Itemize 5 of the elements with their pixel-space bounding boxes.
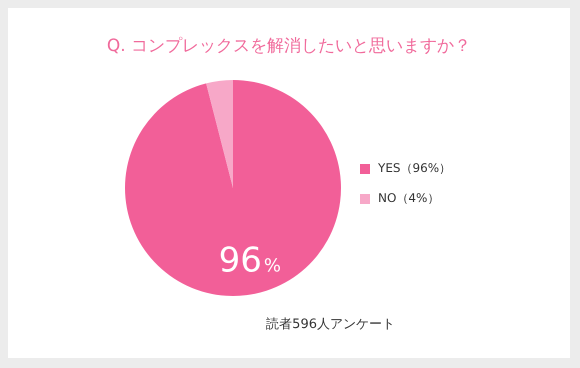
legend-label: YES（96%） [378, 160, 452, 177]
legend-label: NO（4%） [378, 190, 440, 207]
data-label: 96% [218, 240, 281, 281]
chart-title: Q. コンプレックスを解消したいと思いますか？ [106, 35, 472, 57]
text: 読者596人アンケート [266, 316, 395, 333]
